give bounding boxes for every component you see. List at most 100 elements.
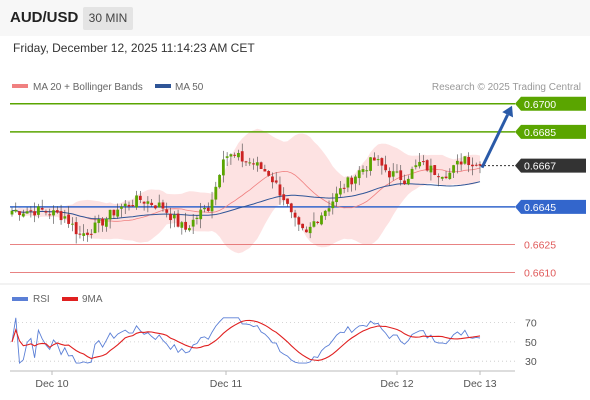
candle bbox=[112, 209, 116, 220]
candle bbox=[467, 152, 471, 173]
candle bbox=[138, 191, 142, 204]
candle bbox=[142, 201, 146, 211]
candle bbox=[384, 155, 388, 173]
candle bbox=[93, 215, 97, 234]
candle bbox=[365, 166, 369, 178]
candle bbox=[240, 143, 244, 168]
rsi-tick-50: 50 bbox=[525, 337, 537, 349]
candle bbox=[154, 205, 157, 210]
candle bbox=[48, 208, 52, 220]
candle bbox=[206, 202, 210, 213]
candle bbox=[301, 223, 305, 231]
candle bbox=[187, 225, 191, 232]
candle bbox=[120, 203, 123, 218]
candle bbox=[244, 160, 248, 166]
candle bbox=[410, 166, 414, 179]
candle bbox=[380, 157, 384, 175]
candle bbox=[146, 196, 150, 213]
candle bbox=[180, 220, 184, 235]
candle bbox=[82, 224, 86, 242]
timeframe-badge[interactable]: 30 MIN bbox=[83, 7, 133, 30]
candle bbox=[210, 191, 214, 219]
candle bbox=[255, 156, 259, 172]
candle bbox=[448, 168, 452, 180]
level-tag-0.6645 bbox=[515, 199, 586, 214]
candle bbox=[312, 212, 316, 228]
candle bbox=[452, 164, 455, 179]
candle bbox=[421, 155, 425, 166]
candle bbox=[316, 221, 320, 225]
x-tick-label: Dec 13 bbox=[463, 378, 496, 390]
candle bbox=[214, 181, 218, 206]
rsi-legend-label: RSI bbox=[33, 294, 50, 305]
candle bbox=[354, 174, 357, 191]
x-tick-label: Dec 11 bbox=[210, 378, 243, 390]
candle bbox=[471, 157, 474, 176]
x-axis: Dec 10 Dec 11 Dec 12 Dec 13 bbox=[35, 371, 497, 390]
candle bbox=[29, 206, 33, 218]
candle bbox=[293, 209, 297, 227]
candle bbox=[25, 207, 29, 214]
candle bbox=[289, 202, 293, 219]
candle bbox=[218, 174, 221, 189]
ma20-legend-label: MA 20 + Bollinger Bands bbox=[33, 82, 143, 93]
ma50-legend-swatch bbox=[155, 84, 171, 88]
candle bbox=[199, 202, 203, 229]
candle bbox=[14, 202, 18, 213]
candle bbox=[395, 164, 399, 174]
ma50-legend-label: MA 50 bbox=[175, 82, 204, 93]
candle bbox=[18, 211, 21, 221]
candle bbox=[346, 176, 350, 193]
candle bbox=[33, 202, 37, 223]
copyright: Research © 2025 Trading Central bbox=[432, 82, 581, 93]
candle bbox=[229, 153, 233, 165]
x-tick-label: Dec 12 bbox=[380, 378, 413, 390]
candle bbox=[372, 152, 376, 161]
candle bbox=[161, 199, 165, 212]
candle bbox=[278, 176, 282, 205]
candle bbox=[433, 165, 437, 176]
candle bbox=[184, 212, 188, 233]
candle bbox=[271, 172, 274, 189]
candle bbox=[203, 204, 206, 213]
rsi-legend-swatch bbox=[12, 297, 28, 301]
level-label-0.6645: 0.6645 bbox=[524, 202, 556, 214]
candle bbox=[52, 205, 55, 224]
candles bbox=[10, 105, 514, 244]
candle bbox=[225, 152, 229, 166]
candle bbox=[335, 186, 338, 207]
candle bbox=[169, 207, 172, 229]
candle bbox=[323, 209, 327, 220]
candle bbox=[267, 170, 271, 177]
level-tag-0.6667 bbox=[515, 158, 586, 173]
ma9-legend-swatch bbox=[62, 297, 78, 301]
candle bbox=[191, 213, 195, 234]
candle bbox=[40, 199, 44, 211]
candle bbox=[101, 217, 104, 232]
candle bbox=[157, 194, 161, 208]
candle bbox=[282, 187, 286, 206]
candle bbox=[21, 209, 25, 218]
candle bbox=[463, 156, 467, 165]
candle bbox=[135, 190, 138, 210]
candle bbox=[176, 209, 180, 228]
level-label-0.6667: 0.6667 bbox=[524, 161, 556, 173]
candle bbox=[221, 150, 225, 183]
candle bbox=[338, 180, 342, 197]
symbol-title: AUD/USD bbox=[10, 9, 79, 26]
level-label-0.6685: 0.6685 bbox=[524, 127, 556, 139]
candle bbox=[59, 204, 63, 225]
candle bbox=[89, 229, 93, 239]
candle bbox=[429, 158, 433, 181]
candle bbox=[195, 215, 199, 225]
candle bbox=[44, 209, 48, 216]
candle bbox=[437, 173, 440, 187]
candle bbox=[297, 215, 301, 231]
ma9-legend-label: 9MA bbox=[82, 294, 103, 305]
candle bbox=[308, 222, 312, 239]
candle bbox=[440, 176, 444, 181]
candle bbox=[74, 217, 78, 244]
candle bbox=[376, 155, 380, 166]
candle bbox=[327, 200, 331, 216]
